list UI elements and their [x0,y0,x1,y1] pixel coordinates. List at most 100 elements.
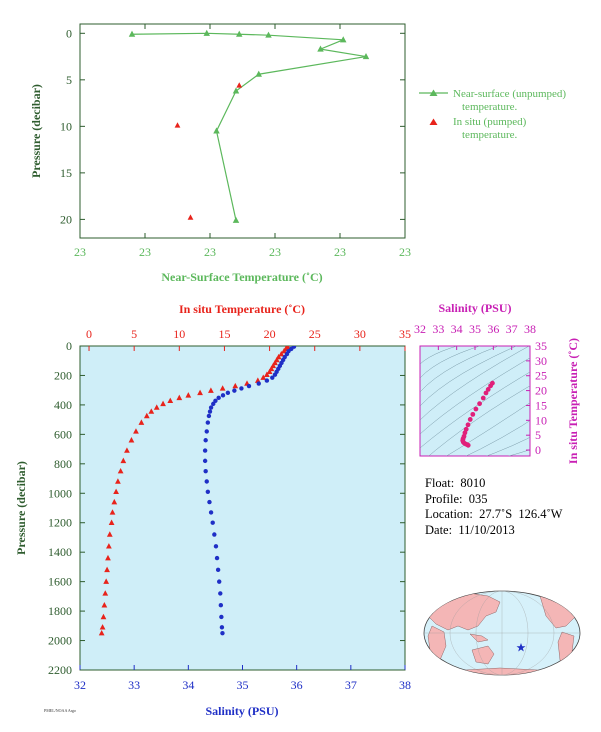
legend-green-triangle-icon [429,89,438,96]
temperature-point [208,387,214,393]
ts-temperature-tick-label: 25 [535,369,547,383]
near-surface-x-tick-label: 23 [334,245,346,259]
near-surface-y-tick-label: 5 [66,73,72,87]
ts-salinity-tick-label: 34 [451,322,463,336]
pressure-axis-label: Pressure (decibar) [14,461,28,555]
ts-temperature-tick-label: 30 [535,354,547,368]
ts-point [480,395,486,401]
temperature-point [120,457,127,464]
pressure-tick-label: 800 [54,457,72,471]
temperature-point [176,394,183,401]
salinity-point [272,372,278,377]
pressure-tick-label: 2200 [48,663,72,677]
near-surface-y-tick-label: 15 [60,166,72,180]
ts-salinity-tick-label: 36 [487,322,499,336]
temperature-point [113,488,119,495]
temperature-point [115,478,121,484]
salinity-point [246,383,252,389]
ts-diagram-background [419,345,531,457]
temperature-tick-label: 0 [86,327,92,341]
ts-salinity-tick-label: 35 [469,322,481,336]
salinity-point [208,510,214,515]
salinity-point [219,614,224,620]
profile-plot-background [79,345,406,671]
near-surface-point [317,45,324,52]
profile-panel: 32 33 34 35 36 37 38 0 5 10 15 20 25 30 35 0 200 400 600… [14,302,411,718]
salinity-point [215,567,221,573]
salinity-point [270,375,275,380]
temperature-tick-label: 5 [131,327,137,341]
temperature-point [111,498,118,505]
legend-near-surface-label: Near-surface (unpumped) temperature. [453,88,569,113]
near-surface-point [232,87,240,94]
salinity-x-ticks: 32 33 34 35 36 37 38 [74,665,411,692]
salinity-point [256,381,261,386]
near-surface-frame [79,23,406,239]
temperature-tick-label: 25 [309,327,321,341]
temperature-point [133,428,139,434]
ts-point [488,383,493,389]
salinity-point [220,393,226,398]
temperature-point [160,400,166,407]
temperature-point [103,578,110,584]
near-surface-y-tick-label: 0 [66,26,72,40]
ts-temperature-tick-label: 5 [535,428,541,442]
near-surface-point [203,29,210,36]
near-surface-point [340,36,347,43]
temperature-point [278,350,285,357]
temperature-point [167,397,174,404]
near-surface-x-tick-label: 23 [204,245,216,259]
float-id: Float: 8010 [425,476,486,490]
salinity-point [218,591,223,596]
temperature-axis-label: In situ Temperature (˚C) [179,302,305,316]
in-situ-point [236,82,243,88]
salinity-point [211,401,216,407]
salinity-point [202,448,208,453]
salinity-point [210,520,215,525]
salinity-point [220,630,225,636]
salinity-point [232,388,237,393]
temperature-point [109,509,116,515]
temperature-point [106,543,112,549]
temperature-point [100,613,107,620]
near-surface-point [255,70,262,77]
near-surface-x-tick-label: 23 [269,245,281,259]
temperature-point [98,629,105,636]
ts-salinity-label: Salinity (PSU) [438,301,511,315]
footnote: PMEL/NOAA Argo [44,708,77,713]
salinity-point [216,395,221,401]
near-surface-panel: 23 23 23 23 23 23 0 5 10 15 20 Near-Surface Tempe… [29,23,411,284]
ts-temperature-tick-label: 10 [535,413,547,427]
salinity-point [207,409,213,414]
near-surface-point [265,31,272,38]
ts-temperature-tick-label: 35 [535,339,547,353]
salinity-point [203,438,208,443]
temperature-point [263,371,270,377]
near-surface-x-tick-label: 23 [74,245,86,259]
salinity-axis-label: Salinity (PSU) [205,704,278,718]
salinity-point [217,579,222,584]
pressure-tick-label: 1800 [48,604,72,618]
temperature-tick-label: 15 [218,327,230,341]
temperature-tick-label: 35 [399,327,411,341]
salinity-tick-label: 38 [399,678,411,692]
salinity-point [212,532,217,537]
near-surface-legend: Near-surface (unpumped) temperature. In … [419,88,569,141]
temperature-point [143,412,150,419]
temperature-point [128,437,135,443]
ts-salinity-ticks: 32 33 34 35 36 37 38 [414,322,536,350]
temperature-point [101,602,108,608]
ts-temperature-label: In situ Temperature (˚C) [566,338,580,464]
salinity-point [264,378,270,383]
salinity-tick-label: 32 [74,678,86,692]
ts-point [483,390,489,396]
ts-temperature-tick-label: 0 [535,443,541,457]
temperature-point [266,368,273,375]
ts-point [465,422,471,428]
ts-salinity-tick-label: 33 [432,322,444,336]
salinity-tick-label: 35 [237,678,249,692]
salinity-point [208,405,214,410]
pressure-tick-label: 200 [54,368,72,382]
